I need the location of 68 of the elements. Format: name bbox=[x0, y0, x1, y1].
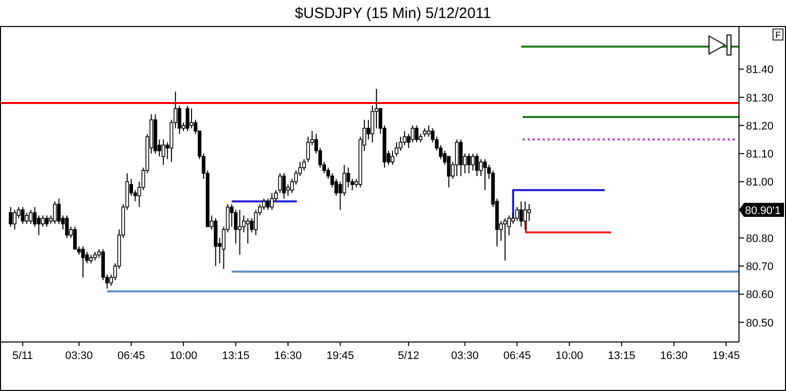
candlestick bbox=[459, 139, 463, 177]
x-tick-label: 19:45 bbox=[326, 350, 354, 362]
candlestick bbox=[254, 209, 258, 236]
y-tick-label: 80.70 bbox=[746, 261, 774, 274]
y-tick-label: 81.40 bbox=[746, 64, 774, 76]
candlestick bbox=[186, 105, 190, 132]
candlestick bbox=[455, 139, 459, 177]
candlestick bbox=[190, 108, 194, 129]
y-tick-label: 80.60 bbox=[746, 289, 774, 302]
y-tick-label: 80.80 bbox=[746, 232, 774, 245]
text: F bbox=[775, 30, 782, 40]
y-tick-label: 81.10 bbox=[746, 148, 774, 161]
candlestick bbox=[282, 172, 286, 200]
x-tick-label: 03:30 bbox=[65, 350, 93, 362]
x-tick-label: 06:45 bbox=[503, 350, 531, 362]
x-tick-label: 5/11 bbox=[12, 350, 34, 362]
candlestick bbox=[527, 204, 531, 222]
y-tick-label: 80.50 bbox=[746, 317, 774, 330]
y-tick-label: 81.00 bbox=[746, 176, 774, 189]
x-tick-label: 16:30 bbox=[274, 350, 302, 362]
candlestick bbox=[8, 206, 12, 228]
candlestick bbox=[471, 153, 475, 171]
x-tick-label: 03:30 bbox=[451, 350, 479, 362]
candlestick bbox=[266, 198, 270, 210]
candlestick bbox=[410, 124, 414, 143]
text: 80.90'1 bbox=[745, 204, 781, 217]
candlestick bbox=[515, 206, 519, 222]
candlestick bbox=[467, 153, 471, 174]
candlestick bbox=[65, 214, 69, 238]
candlestick bbox=[36, 214, 41, 236]
x-tick-label: 19:45 bbox=[712, 350, 740, 362]
y-tick-label: 81.20 bbox=[746, 120, 774, 132]
candlestick bbox=[414, 124, 418, 143]
candlestick bbox=[402, 130, 406, 146]
x-tick-label: 10:00 bbox=[556, 350, 584, 362]
y-tick-label: 81.30 bbox=[746, 92, 774, 104]
candlestick bbox=[20, 206, 25, 224]
candlestick bbox=[334, 178, 338, 196]
candlestick bbox=[12, 209, 16, 230]
candlestick bbox=[234, 209, 238, 244]
candlestick bbox=[483, 158, 487, 191]
candlestick bbox=[426, 124, 430, 138]
x-tick-label: 13:15 bbox=[222, 350, 250, 362]
candlestick bbox=[45, 214, 49, 228]
x-tick-label: 06:45 bbox=[117, 350, 145, 362]
candlestick bbox=[370, 105, 374, 143]
candlestick bbox=[162, 139, 166, 166]
candlestick bbox=[53, 200, 57, 224]
candlestick bbox=[523, 200, 527, 230]
candlestick bbox=[40, 214, 45, 228]
candlestick bbox=[479, 158, 483, 177]
candlestick bbox=[503, 218, 507, 261]
x-tick-label: 5/12 bbox=[398, 350, 420, 362]
candlestick bbox=[507, 214, 511, 236]
candlestick bbox=[81, 246, 85, 278]
candlestick bbox=[28, 209, 33, 224]
x-tick-label: 16:30 bbox=[660, 350, 688, 362]
chart-title: $USDJPY (15 Min) 5/12/2011 bbox=[294, 5, 492, 22]
candlestick bbox=[32, 206, 37, 228]
candlestick bbox=[475, 153, 479, 177]
candlestick bbox=[270, 192, 274, 210]
candlestick bbox=[24, 212, 29, 224]
x-tick-label: 10:00 bbox=[170, 350, 198, 362]
candlestick bbox=[246, 218, 250, 244]
candlestick bbox=[238, 209, 242, 256]
candlestick bbox=[57, 198, 61, 224]
x-tick-label: 13:15 bbox=[608, 350, 636, 362]
candlestick bbox=[519, 200, 523, 228]
